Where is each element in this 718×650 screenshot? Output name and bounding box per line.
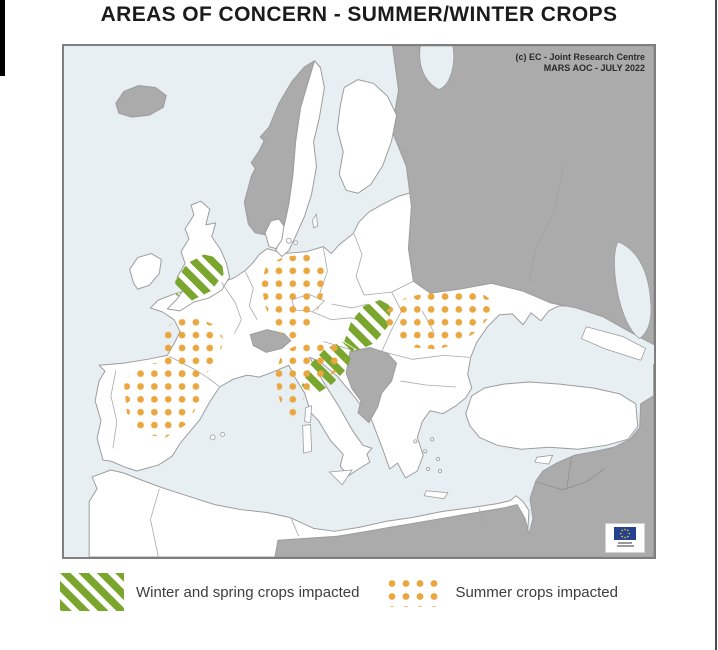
middle-east-borders — [535, 457, 605, 491]
impact-dots-romania-ukraine — [385, 290, 493, 350]
attribution-line1: (c) EC - Joint Research Centre — [515, 52, 645, 62]
caspian-sea — [614, 241, 652, 340]
impact-dots-northern-italy — [274, 341, 349, 423]
aegean-islands — [430, 437, 435, 442]
map-frame: (c) EC - Joint Research Centre MARS AOC … — [62, 44, 656, 559]
russia — [391, 46, 654, 345]
europe-map — [64, 46, 654, 557]
caucasus — [580, 326, 647, 361]
page-title: AREAS OF CONCERN - SUMMER/WINTER CROPS — [100, 3, 618, 26]
legend: Winter and spring crops impacted Summer … — [60, 570, 618, 614]
impact-dots-germany — [261, 254, 327, 340]
eu-flag-icon — [614, 527, 636, 540]
gotland — [312, 212, 318, 229]
iceland — [115, 85, 167, 118]
switzerland — [249, 329, 292, 353]
denmark — [264, 218, 285, 250]
window-edge-right — [715, 0, 717, 650]
impact-stripes-hungary — [344, 300, 392, 351]
balearic-islands — [209, 434, 216, 441]
ireland — [129, 253, 162, 290]
aegean-islands — [438, 469, 443, 473]
western-balkans — [345, 346, 398, 424]
aegean-islands — [426, 467, 431, 472]
impact-stripes-southern-england — [175, 254, 224, 302]
cyprus — [534, 454, 554, 465]
map-attribution: (c) EC - Joint Research Centre MARS AOC … — [515, 52, 645, 74]
sweden — [275, 60, 325, 258]
impact-dots-spain — [123, 361, 202, 438]
sicily — [328, 469, 353, 486]
legend-item-winter-spring: Winter and spring crops impacted — [60, 573, 359, 611]
mediterranean-islands — [209, 405, 554, 500]
attribution-line2: MARS AOC - JULY 2022 — [543, 63, 645, 73]
impact-dots-france — [158, 317, 224, 381]
sardinia — [302, 424, 312, 454]
legend-label-summer: Summer crops impacted — [455, 583, 618, 601]
turkey — [465, 381, 639, 450]
aegean-islands — [423, 449, 428, 454]
crete — [423, 490, 449, 500]
aegean-islands — [436, 457, 441, 462]
eu-commission-logo — [605, 523, 645, 553]
white-sea — [419, 46, 455, 90]
legend-item-summer: Summer crops impacted — [385, 577, 618, 607]
legend-label-winter-spring: Winter and spring crops impacted — [136, 583, 360, 601]
sahara-middle-east — [274, 363, 654, 557]
corsica — [304, 405, 312, 424]
russia-internal-border — [528, 166, 564, 282]
summer-impact-areas — [123, 254, 493, 438]
balearic-islands — [220, 432, 225, 437]
winter-spring-stripes-swatch-icon — [60, 573, 124, 611]
summer-dots-swatch-icon — [385, 577, 444, 607]
eu-logo-caption-lines — [616, 542, 634, 547]
danish-islands — [285, 237, 292, 244]
window-edge-left — [0, 0, 5, 76]
finland — [336, 79, 398, 194]
aegean-islands — [413, 439, 418, 444]
danish-islands — [293, 240, 299, 246]
